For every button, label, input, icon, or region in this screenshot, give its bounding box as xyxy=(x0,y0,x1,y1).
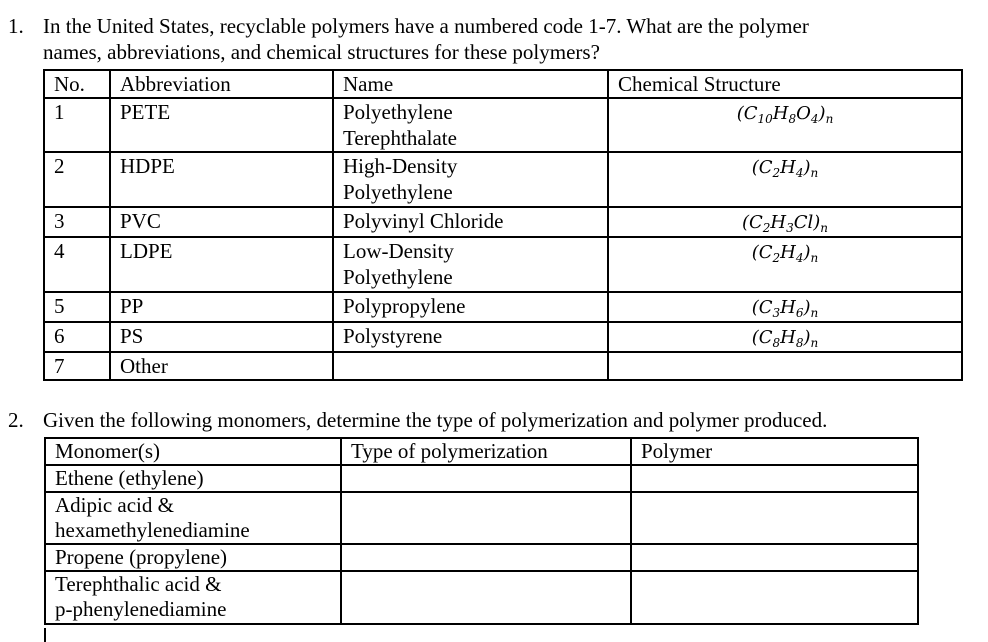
abbreviation: Other xyxy=(109,351,334,381)
polymer-codes-table: No. Abbreviation Name Chemical Structure 1 PE… xyxy=(43,69,963,381)
code-number: 7 xyxy=(43,351,111,381)
abbreviation: PS xyxy=(109,321,334,353)
cell-line: Terephthalic acid & xyxy=(55,572,222,596)
abbreviation: PVC xyxy=(109,206,334,238)
cell-line: Polyethylene xyxy=(343,265,453,289)
cell-line: Polypropylene xyxy=(343,294,466,318)
chemical-structure: (C3H6)n xyxy=(607,291,963,323)
column-header: Polymer xyxy=(630,437,919,466)
column-header: Chemical Structure xyxy=(607,69,963,99)
cell-line: Polyvinyl Chloride xyxy=(343,209,504,233)
column-header: Abbreviation xyxy=(109,69,334,99)
code-number: 5 xyxy=(43,291,111,323)
cell-line: Polystyrene xyxy=(343,324,443,348)
column-header: Type of polymerization xyxy=(340,437,632,466)
polymer-answer[interactable] xyxy=(630,491,919,545)
cell-line: p-phenylenediamine xyxy=(55,597,227,621)
table-row: 3 PVC Polyvinyl Chloride (C2H3Cl)n xyxy=(43,206,963,238)
header-row: Monomer(s) Type of polymerization Polymer xyxy=(44,437,919,466)
cell-line: Propene (propylene) xyxy=(55,545,228,569)
abbreviation: HDPE xyxy=(109,151,334,208)
table-row: 2 HDPE High-Density Polyethylene (C2H4)n xyxy=(43,151,963,208)
table-row: Terephthalic acid & p-phenylenediamine xyxy=(44,570,919,625)
polymer-answer[interactable] xyxy=(630,464,919,493)
monomer: Propene (propylene) xyxy=(44,543,342,572)
table-row: 6 PS Polystyrene (C8H8)n xyxy=(43,321,963,353)
chemical-structure xyxy=(607,351,963,381)
table-row: 7 Other xyxy=(43,351,963,381)
polymer-name: Polypropylene xyxy=(332,291,609,323)
chemical-structure: (C2H4)n xyxy=(607,151,963,208)
table-row: 4 LDPE Low-Density Polyethylene (C2H4)n xyxy=(43,236,963,293)
question-text-line-1: In the United States, recyclable polymer… xyxy=(43,14,809,38)
code-number: 6 xyxy=(43,321,111,353)
cell-line: Ethene (ethylene) xyxy=(55,466,204,490)
polymerization-type-answer[interactable] xyxy=(340,570,632,625)
header-row: No. Abbreviation Name Chemical Structure xyxy=(43,69,963,99)
question-number: 2. xyxy=(8,408,24,432)
polymerization-type-answer[interactable] xyxy=(340,543,632,572)
polymer-name: Polystyrene xyxy=(332,321,609,353)
polymer-name: Low-Density Polyethylene xyxy=(332,236,609,293)
code-number: 2 xyxy=(43,151,111,208)
table-row: 5 PP Polypropylene (C3H6)n xyxy=(43,291,963,323)
polymer-name: Polyvinyl Chloride xyxy=(332,206,609,238)
polymerization-type-answer[interactable] xyxy=(340,464,632,493)
chemical-structure: (C8H8)n xyxy=(607,321,963,353)
question-text: Given the following monomers, determine … xyxy=(43,408,828,432)
cell-line: Polyethylene xyxy=(343,180,453,204)
cell-line: Polyethylene xyxy=(343,100,453,124)
cell-line: hexamethylenediamine xyxy=(55,518,250,542)
table-border-stub xyxy=(44,628,46,642)
cell-line: Terephthalate xyxy=(343,126,457,150)
monomer: Ethene (ethylene) xyxy=(44,464,342,493)
monomer: Terephthalic acid & p-phenylenediamine xyxy=(44,570,342,625)
polymer-name xyxy=(332,351,609,381)
code-number: 1 xyxy=(43,97,111,153)
table-row: Ethene (ethylene) xyxy=(44,464,919,493)
monomers-table: Monomer(s) Type of polymerization Polymer E… xyxy=(44,437,919,625)
chemical-structure: (C2H3Cl)n xyxy=(607,206,963,238)
cell-line: High-Density xyxy=(343,154,458,178)
cell-line: Adipic acid & xyxy=(55,493,174,517)
question-number: 1. xyxy=(8,14,24,38)
chemical-structure: (C10H8O4)n xyxy=(607,97,963,153)
cell-line: Low-Density xyxy=(343,239,454,263)
polymerization-type-answer[interactable] xyxy=(340,491,632,545)
polymer-answer[interactable] xyxy=(630,570,919,625)
abbreviation: PP xyxy=(109,291,334,323)
polymer-name: Polyethylene Terephthalate xyxy=(332,97,609,153)
column-header: Name xyxy=(332,69,609,99)
polymer-answer[interactable] xyxy=(630,543,919,572)
code-number: 4 xyxy=(43,236,111,293)
abbreviation: PETE xyxy=(109,97,334,153)
table-row: 1 PETE Polyethylene Terephthalate (C10H8O4)n xyxy=(43,97,963,153)
column-header: No. xyxy=(43,69,111,99)
chemical-structure: (C2H4)n xyxy=(607,236,963,293)
table-row: Adipic acid & hexamethylenediamine xyxy=(44,491,919,545)
question-text-line-2: names, abbreviations, and chemical struc… xyxy=(43,40,600,64)
table-row: Propene (propylene) xyxy=(44,543,919,572)
abbreviation: LDPE xyxy=(109,236,334,293)
column-header: Monomer(s) xyxy=(44,437,342,466)
monomer: Adipic acid & hexamethylenediamine xyxy=(44,491,342,545)
polymer-name: High-Density Polyethylene xyxy=(332,151,609,208)
code-number: 3 xyxy=(43,206,111,238)
